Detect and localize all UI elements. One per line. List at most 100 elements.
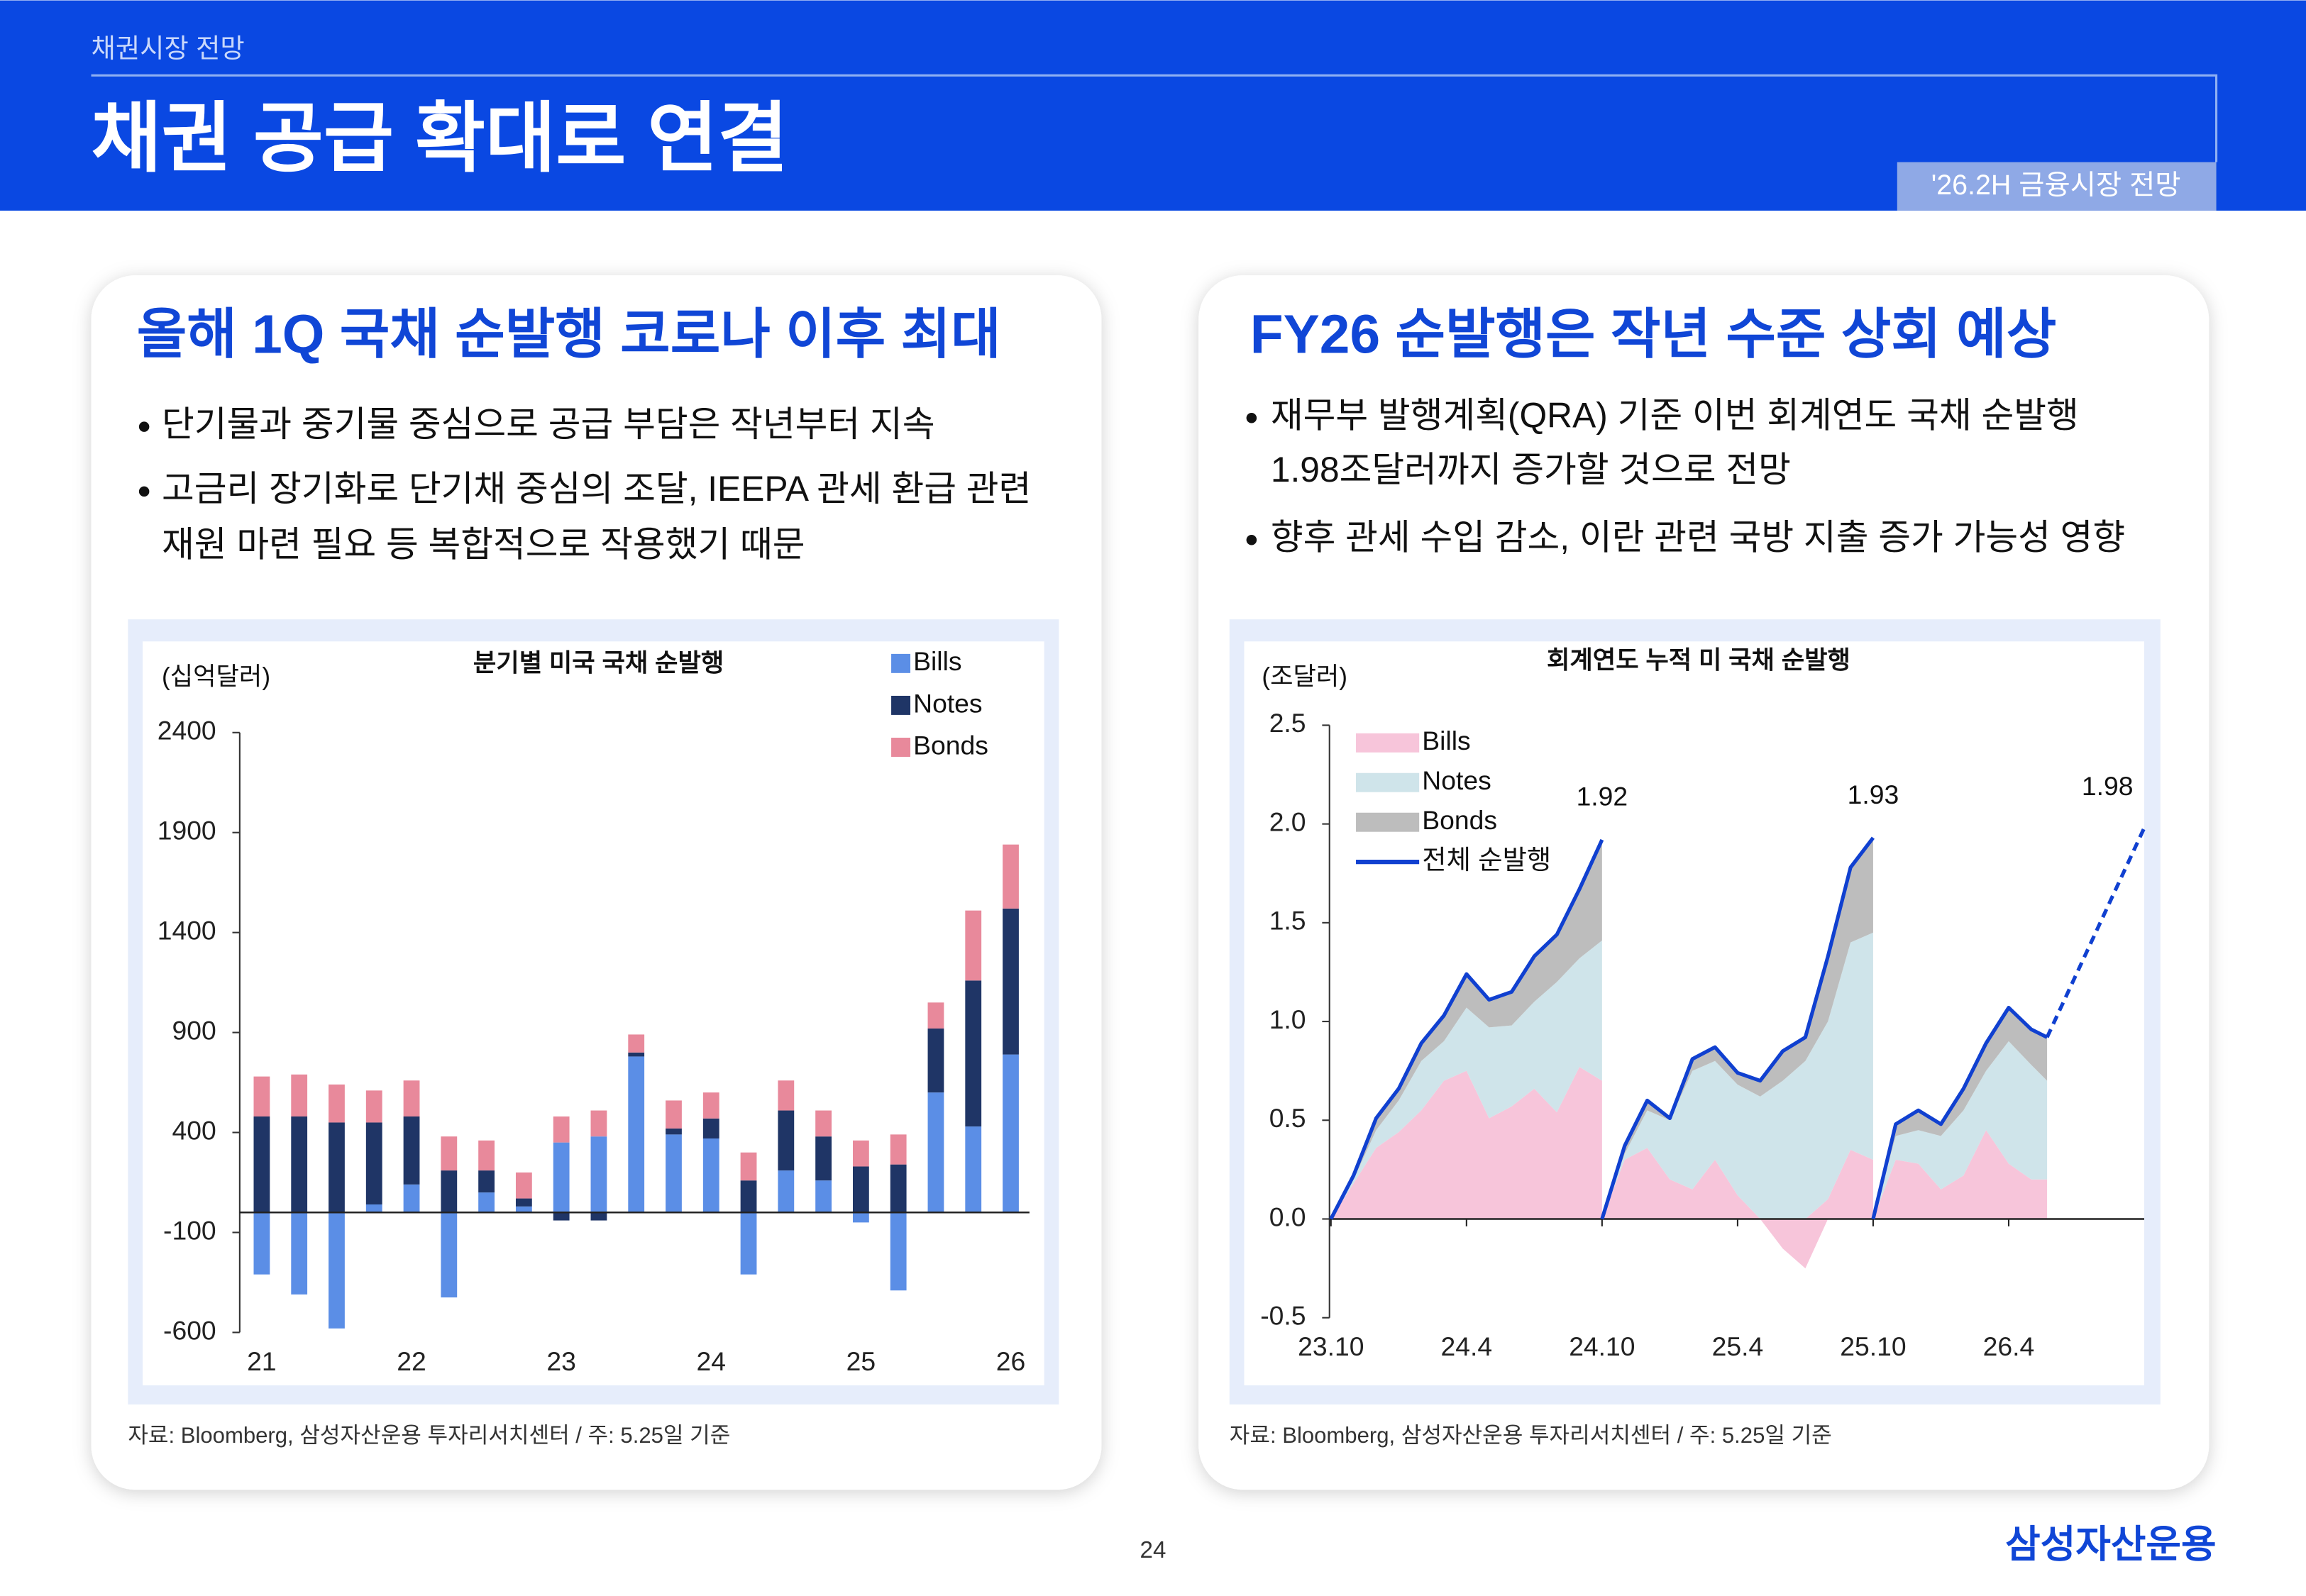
bullet-dot [1246,412,1257,423]
total-line [1600,836,1875,1220]
y-axis-label: (조달러) [1262,663,1347,690]
bar-segment [666,1128,682,1135]
bar-segment [852,1212,869,1223]
chart-title: 회계연도 누적 미 국채 순발행 [1547,647,1850,675]
bar-segment [478,1140,495,1171]
bar-segment [927,1028,944,1093]
bullet-text: 1.98조달러까지 증가할 것으로 전망 [1271,450,1791,489]
area-piece [1601,838,1873,1219]
legend-label: Notes [913,688,982,718]
bar-segment [927,1002,944,1029]
y-tick-label: 0.0 [1269,1202,1306,1231]
area-piece [1872,1007,2048,1219]
bar-segment [590,1110,607,1137]
area-piece [1601,1148,1873,1269]
bullet-text: 재원 마련 필요 등 복합적으로 작용했기 때문 [162,525,805,565]
tag-text: '26.2H 금융시장 전망 [1931,170,2181,201]
source-note: 자료: Bloomberg, 삼성자산운용 투자리서치센터 / 주: 5.25일… [128,1423,730,1448]
bar-segment [890,1134,907,1165]
bar-segment [329,1084,345,1123]
x-tick-label: 24 [697,1346,727,1376]
area-piece [1330,940,1602,1219]
x-tick-label: 25.10 [1840,1331,1906,1361]
bar-segment [778,1080,795,1111]
projection-line [2045,827,2146,1038]
bar-segment [740,1152,757,1181]
chart-area [1244,641,2145,1386]
bar-segment [291,1116,308,1213]
bar-segment [890,1164,907,1213]
y-tick-label: -100 [163,1215,216,1245]
panel-heading: 올해 1Q 국채 순발행 코로나 이후 최대 [137,305,1001,365]
bar-segment [329,1122,345,1213]
bar-segment [403,1116,420,1185]
bar-segment [253,1116,270,1213]
y-tick-label: 2400 [158,716,216,746]
bar-segment [441,1136,458,1171]
legend-swatch [891,695,911,715]
y-tick-label: 1.5 [1269,906,1306,936]
area-piece [1330,1067,1602,1219]
y-tick-label: 0.5 [1269,1103,1306,1133]
value-label: 1.98 [2082,771,2134,801]
total-line [1329,838,1604,1220]
bar-segment [441,1170,458,1213]
bar-segment [365,1090,382,1123]
section-label: 채권시장 전망 [92,33,245,63]
value-label: 1.92 [1577,782,1628,811]
bar-segment [965,980,982,1127]
legend-swatch [1356,812,1420,832]
legend-label: Bonds [913,730,988,760]
legend-swatch [1356,772,1420,792]
bar-segment [815,1180,832,1213]
page-title: 채권 공급 확대로 연결 [92,95,788,181]
y-tick-label: 2.0 [1269,807,1306,836]
tag-box [1897,162,2217,211]
y-axis-label: (십억달러) [162,663,270,690]
legend-label: 전체 순발행 [1422,845,1551,875]
bar-segment [852,1166,869,1213]
bar-segment [365,1122,382,1205]
bar-segment [291,1212,308,1295]
page-number: 24 [1140,1537,1166,1563]
bar-segment [666,1134,682,1213]
bar-segment [590,1212,607,1221]
x-tick-label: 24.4 [1441,1331,1493,1361]
panel-heading: FY26 순발행은 작년 수준 상회 예상 [1250,305,2056,365]
y-tick-label: 1.0 [1269,1004,1306,1034]
bar-segment [852,1140,869,1167]
bullet-text: 향후 관세 수입 감소, 이란 관련 국방 지출 증가 가능성 영향 [1271,517,2125,557]
bar-segment [890,1212,907,1291]
legend-label: Bonds [1422,805,1497,835]
bar-segment [740,1212,757,1275]
header-rule [91,74,2218,162]
bar-segment [515,1206,532,1213]
bar-segment [553,1142,570,1213]
chart-title: 분기별 미국 국채 순발행 [473,650,724,677]
bar-segment [702,1118,719,1138]
y-tick-label: 1900 [158,816,216,846]
x-tick-label: 25.4 [1712,1331,1764,1361]
bar-segment [478,1192,495,1213]
value-label: 1.93 [1848,780,1899,809]
bar-segment [1003,1054,1019,1213]
bar-segment [515,1172,532,1199]
area-piece [1872,1041,2048,1219]
area-piece [1601,932,1873,1219]
bar-segment [253,1076,270,1116]
legend-swatch [891,653,911,673]
area-piece [1872,1130,2048,1219]
bar-segment [778,1170,795,1213]
x-tick-label: 21 [247,1346,277,1376]
bar-segment [403,1080,420,1116]
bar-segment [553,1116,570,1143]
bullet-text: 단기물과 중기물 중심으로 공급 부담은 작년부터 지속 [162,404,935,444]
y-tick-label: 2.5 [1269,708,1306,738]
bar-segment [702,1138,719,1213]
bar-segment [515,1198,532,1207]
bar-segment [253,1212,270,1275]
bar-segment [365,1204,382,1213]
y-tick-label: -600 [163,1315,216,1345]
